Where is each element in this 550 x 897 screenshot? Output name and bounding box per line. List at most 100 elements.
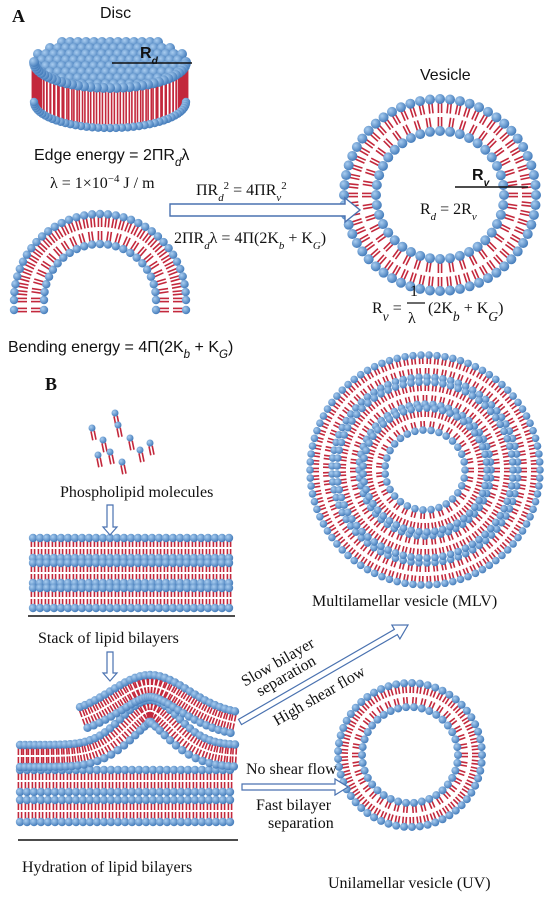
lipid-tail: [430, 690, 432, 697]
lipid-head: [95, 452, 102, 459]
lipid-tail: [383, 557, 385, 563]
lipid-tail: [411, 511, 413, 517]
lipid-tail: [470, 440, 475, 443]
lipid-tail: [449, 361, 450, 367]
lipid-tail: [396, 516, 399, 521]
lipid-tail: [400, 399, 402, 405]
lipid-tail: [387, 439, 392, 443]
lipid-head: [393, 411, 401, 419]
lipid-head: [481, 450, 489, 458]
lipid-tail: [498, 404, 503, 408]
lipid-tail: [526, 501, 532, 503]
lipid-head: [378, 161, 388, 171]
lipid-tail: [518, 521, 523, 524]
lipid-tail: [327, 497, 333, 499]
lipid-tail: [356, 773, 363, 775]
lipid-tail: [478, 407, 482, 411]
lipid-head: [454, 385, 462, 393]
lipid-head: [529, 170, 539, 180]
lipid-tail: [342, 745, 349, 746]
lipid-head: [107, 449, 114, 456]
lipid-tail: [376, 463, 382, 464]
lipid-tail: [392, 532, 395, 537]
lipid-tail: [486, 392, 490, 397]
lipid-tail: [518, 446, 524, 448]
lipid-tail: [399, 417, 402, 422]
lipid-head: [377, 685, 385, 693]
lipid-head: [397, 242, 407, 252]
lipid-head: [357, 698, 365, 706]
lipid-tail: [102, 443, 104, 452]
lipid-tail: [374, 565, 377, 570]
lipid-tail: [446, 428, 449, 433]
lipid-tail: [448, 535, 450, 541]
lipid-tail: [352, 485, 358, 486]
lipid-tail: [460, 541, 463, 546]
equation: Edge energy = 2ΠRdλ: [34, 147, 189, 169]
equation-text: λ: [181, 147, 189, 164]
lipid-tail: [388, 690, 390, 697]
lipid-tail: [468, 731, 475, 733]
lipid-tail: [434, 576, 435, 582]
lipid-head: [373, 716, 381, 724]
superscript: 2: [281, 180, 286, 192]
lipid-tail: [433, 691, 435, 698]
lipid-head: [447, 382, 455, 390]
lipid-tail: [113, 741, 117, 747]
lipid-tail: [73, 756, 74, 763]
lipid-tail: [421, 698, 423, 705]
lipid-tail: [385, 569, 387, 575]
lipid-tail: [200, 713, 203, 719]
lipid-head: [383, 228, 393, 238]
lipid-tail: [468, 379, 471, 384]
lipid-tail: [383, 377, 385, 383]
lipid-head: [335, 446, 343, 454]
lipid-tail: [456, 543, 458, 549]
lipid-tail: [344, 735, 351, 737]
lipid-head: [506, 490, 514, 498]
lipid-tail: [464, 786, 470, 790]
lipid-tail: [465, 724, 471, 727]
lipid-tail: [227, 722, 229, 729]
lipid-head: [519, 405, 527, 413]
lipid-tail: [467, 459, 473, 460]
lipid-head: [333, 462, 341, 470]
lipid-tail: [206, 716, 209, 722]
lipid-tail: [354, 513, 359, 516]
lipid-tail: [350, 477, 356, 478]
lipid-tail: [77, 746, 78, 753]
lipid-head: [498, 381, 506, 389]
stack-label: Stack of lipid bilayers: [38, 630, 179, 647]
lipid-tail: [453, 562, 455, 568]
phospholipid-label: Phospholipid molecules: [60, 484, 213, 501]
lipid-head: [416, 680, 424, 688]
lipid-head: [358, 405, 366, 413]
lipid-tail: [464, 488, 470, 490]
lipid-head: [369, 432, 377, 440]
lipid-tail: [379, 484, 385, 486]
lipid-tail: [505, 414, 510, 417]
lipid-head: [478, 743, 486, 751]
lipid-head: [431, 379, 439, 387]
lipid-tail: [430, 513, 431, 519]
subscript: G: [219, 349, 228, 361]
lipid-head: [462, 388, 470, 396]
lipid-tail: [411, 423, 413, 429]
lipid-tail: [410, 386, 411, 392]
lipid-head: [127, 216, 135, 224]
lipid-tail: [424, 804, 426, 811]
lipid-tail: [385, 366, 387, 372]
lipid-tail: [202, 751, 204, 758]
lipid-tail: [457, 512, 461, 517]
lipid-tail: [97, 458, 99, 467]
lipid-tail: [485, 521, 489, 525]
lipid-tail: [82, 746, 83, 753]
lipid-tail: [437, 706, 441, 712]
lipid-head: [471, 429, 479, 437]
lipid-head: [518, 238, 528, 248]
lipid-head: [417, 351, 425, 359]
lipid-head: [334, 478, 342, 486]
lipid-tail: [368, 561, 371, 566]
lipid-tail: [503, 456, 509, 457]
lipid-head: [423, 528, 431, 536]
